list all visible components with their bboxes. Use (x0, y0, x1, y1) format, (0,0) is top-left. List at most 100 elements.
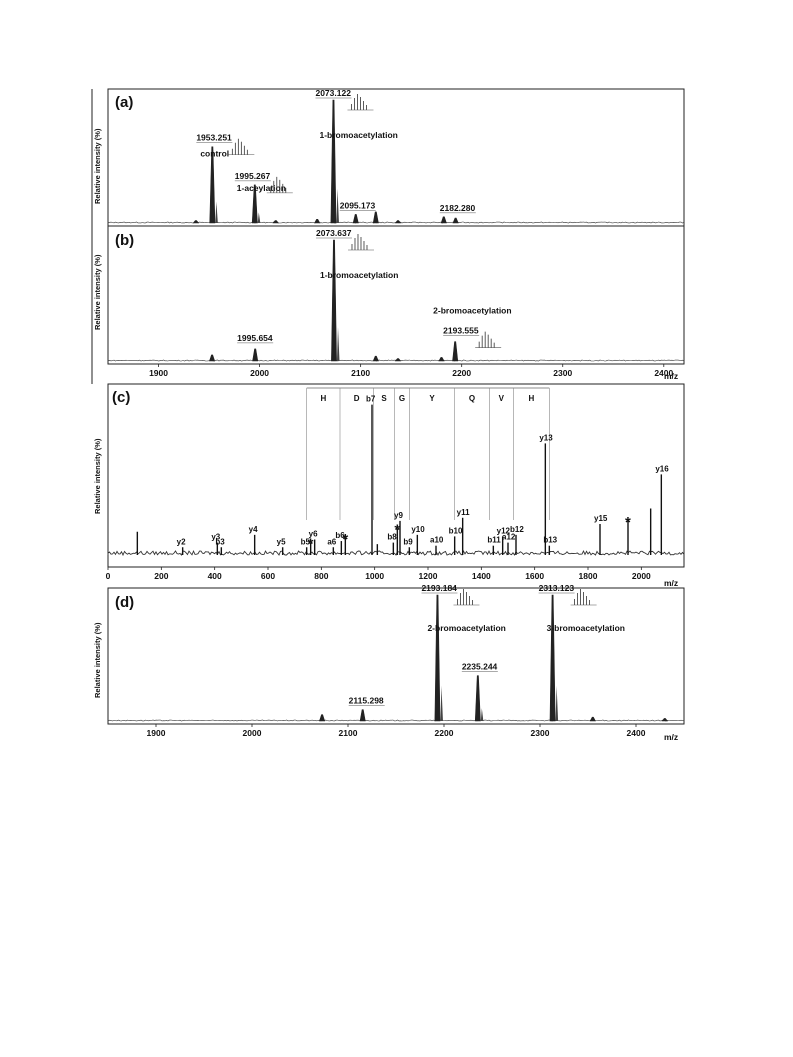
baseline-noise (107, 221, 685, 224)
residue-letter: H (320, 394, 326, 403)
panel-d-label: (d) (115, 594, 134, 611)
asterisk-label: * (394, 522, 400, 539)
peak-mark (252, 348, 259, 362)
ion-label: b11 (487, 536, 501, 545)
peak-note-label: control (200, 149, 229, 159)
ion-label: y6 (309, 530, 318, 539)
peak-mark (661, 718, 669, 722)
peak-mark (549, 594, 556, 722)
panel-a-label: (a) (115, 94, 133, 111)
panel-c-xlabel: m/z (664, 578, 678, 588)
peak-mz-label: 2193.555 (443, 326, 479, 336)
isotope-peak (336, 188, 339, 223)
peak-mz-label: 2095.173 (340, 200, 376, 210)
residue-letter: S (381, 394, 387, 403)
peak-note-label: 2-bromoacetylation (427, 623, 505, 633)
peak-note-label: 1-bromoacetylation (319, 130, 397, 140)
peak-mark (440, 216, 447, 224)
peak-mark (209, 146, 216, 224)
ion-label: y2 (177, 537, 186, 546)
ion-label: a10 (430, 536, 444, 545)
peak-mark (452, 341, 459, 362)
x-tick-label: 2400 (654, 368, 673, 378)
peak-mark (359, 709, 366, 722)
panel-b-ylabel: Relative intensity (%) (93, 254, 102, 330)
residue-letter: V (499, 394, 505, 403)
isotope-peak (555, 685, 559, 721)
peak-note-label: 1-bromoacetylation (320, 270, 398, 280)
panel-d-ylabel: Relative intensity (%) (93, 622, 102, 698)
peak-mz-label: 2313.123 (539, 583, 575, 593)
panel-a-spectrum: 1953.251 control 1995.267 1-aceylation 2073.… (107, 88, 685, 224)
ion-label: b7 (366, 395, 376, 404)
baseline-noise (107, 359, 685, 362)
peak-mark (330, 99, 337, 224)
peak-note-label: 2-bromoacetylation (433, 306, 511, 316)
peak-mark (272, 220, 279, 224)
isotope-peak (215, 201, 218, 223)
x-tick-label: 1000 (365, 571, 384, 581)
x-tick-label: 800 (314, 571, 328, 581)
ion-label: y11 (457, 508, 470, 517)
panel-a-ylabel: Relative intensity (%) (93, 128, 102, 204)
peak-mark (474, 675, 481, 722)
residue-letter: G (399, 394, 405, 403)
panel-c-label: (c) (112, 389, 130, 406)
panel-a-frame (107, 88, 685, 227)
peak-mz-label: 1995.267 (235, 171, 271, 181)
peak-mz-label: 2193.184 (421, 583, 457, 593)
x-tick-label: 2400 (627, 728, 646, 738)
peak-mark (209, 354, 216, 362)
x-tick-label: 1900 (147, 728, 166, 738)
x-tick-label: 2300 (553, 368, 572, 378)
x-tick-label: 1900 (149, 368, 168, 378)
peak-mark (314, 219, 321, 224)
x-tick-label: 1200 (419, 571, 438, 581)
ion-label: y16 (655, 464, 669, 473)
peak-mark (319, 714, 326, 722)
panel-b-label: (b) (115, 232, 134, 249)
x-tick-label: 2000 (250, 368, 269, 378)
peak-mark (452, 217, 459, 224)
ion-label: y9 (394, 511, 403, 520)
ion-label: b6 (335, 531, 345, 540)
peak-mark (372, 211, 379, 224)
isotope-peak (440, 685, 443, 721)
ion-label: b12 (510, 525, 524, 534)
peak-mz-label: 2235.244 (462, 662, 498, 672)
panel-b-xlabel: m/z (664, 371, 678, 381)
ion-label: b3 (215, 537, 225, 546)
x-tick-label: 2300 (531, 728, 550, 738)
peak-mz-label: 2073.637 (316, 228, 352, 238)
x-tick-label: 1600 (525, 571, 544, 581)
panel-b-frame (107, 225, 685, 365)
residue-letter: D (354, 394, 360, 403)
ion-label: b8 (387, 533, 397, 542)
x-tick-label: 2200 (435, 728, 454, 738)
peak-mz-label: 1995.654 (237, 333, 273, 343)
ion-label: y4 (249, 525, 258, 534)
asterisk-label: * (342, 531, 348, 548)
peak-mark (589, 716, 596, 722)
asterisk-label: * (625, 514, 631, 531)
peak-note-label: 1-aceylation (237, 183, 286, 193)
peak-mark (192, 220, 200, 224)
x-tick-label: 200 (154, 571, 168, 581)
isotope-peak (257, 212, 261, 223)
peak-mark (434, 594, 441, 722)
panel-b-spectrum: 1995.654 2073.637 1-bromoacetylation 2193.5… (107, 228, 685, 378)
ion-label: y10 (411, 525, 425, 534)
asterisk-label: * (308, 536, 314, 553)
peak-mark (251, 184, 258, 224)
peak-mark (372, 355, 379, 362)
peak-mz-label: 2182.280 (440, 203, 476, 213)
residue-letter: H (528, 394, 534, 403)
peak-mark (331, 239, 337, 362)
panel-d-spectrum: 2115.298 2193.184 2-bromoacetylation 2235.2… (107, 583, 685, 738)
ion-label: b10 (449, 526, 463, 535)
x-tick-label: 2000 (632, 571, 651, 581)
peak-note-label: 3-bromoacetylation (547, 623, 625, 633)
peak-mz-label: 1953.251 (196, 133, 232, 143)
